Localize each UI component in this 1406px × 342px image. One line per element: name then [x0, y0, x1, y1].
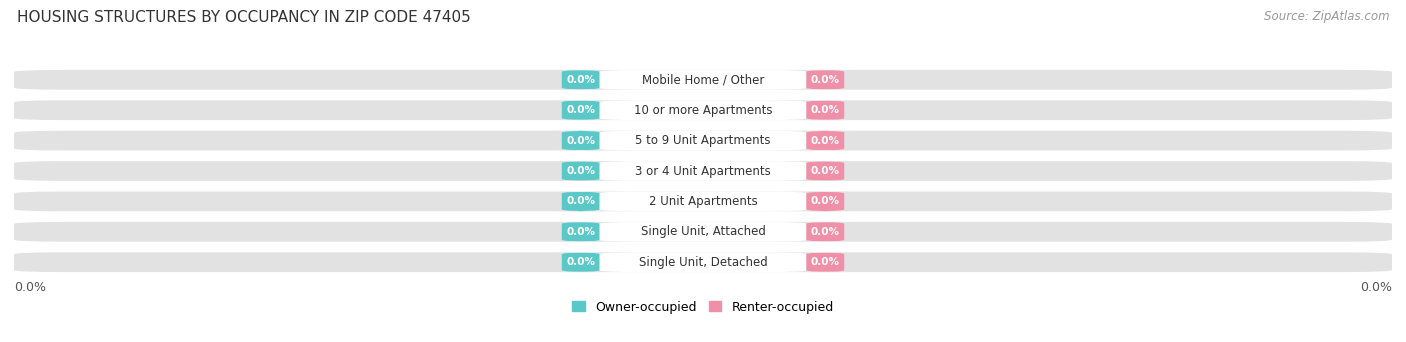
FancyBboxPatch shape	[558, 222, 603, 242]
FancyBboxPatch shape	[558, 252, 603, 272]
Text: 0.0%: 0.0%	[811, 105, 839, 115]
Text: 3 or 4 Unit Apartments: 3 or 4 Unit Apartments	[636, 165, 770, 177]
Legend: Owner-occupied, Renter-occupied: Owner-occupied, Renter-occupied	[572, 301, 834, 314]
Text: 0.0%: 0.0%	[14, 281, 46, 294]
Text: 0.0%: 0.0%	[811, 227, 839, 237]
Text: 0.0%: 0.0%	[567, 105, 595, 115]
Text: 0.0%: 0.0%	[811, 196, 839, 207]
Text: 0.0%: 0.0%	[567, 227, 595, 237]
Text: 2 Unit Apartments: 2 Unit Apartments	[648, 195, 758, 208]
Text: 0.0%: 0.0%	[811, 257, 839, 267]
Text: 0.0%: 0.0%	[567, 135, 595, 146]
FancyBboxPatch shape	[599, 192, 807, 211]
FancyBboxPatch shape	[14, 70, 1392, 90]
FancyBboxPatch shape	[599, 252, 807, 272]
Text: 10 or more Apartments: 10 or more Apartments	[634, 104, 772, 117]
Text: 0.0%: 0.0%	[811, 135, 839, 146]
Text: 0.0%: 0.0%	[811, 166, 839, 176]
FancyBboxPatch shape	[558, 131, 603, 150]
Text: 0.0%: 0.0%	[567, 75, 595, 85]
FancyBboxPatch shape	[14, 131, 1392, 150]
Text: 5 to 9 Unit Apartments: 5 to 9 Unit Apartments	[636, 134, 770, 147]
FancyBboxPatch shape	[14, 100, 1392, 120]
FancyBboxPatch shape	[14, 161, 1392, 181]
FancyBboxPatch shape	[558, 161, 603, 181]
FancyBboxPatch shape	[803, 161, 848, 181]
Text: Single Unit, Detached: Single Unit, Detached	[638, 256, 768, 269]
Text: 0.0%: 0.0%	[811, 75, 839, 85]
FancyBboxPatch shape	[599, 70, 807, 90]
FancyBboxPatch shape	[558, 100, 603, 120]
FancyBboxPatch shape	[803, 131, 848, 150]
Text: 0.0%: 0.0%	[567, 166, 595, 176]
FancyBboxPatch shape	[803, 222, 848, 242]
FancyBboxPatch shape	[599, 131, 807, 150]
FancyBboxPatch shape	[14, 252, 1392, 272]
FancyBboxPatch shape	[599, 222, 807, 242]
FancyBboxPatch shape	[558, 192, 603, 211]
FancyBboxPatch shape	[803, 252, 848, 272]
Text: 0.0%: 0.0%	[567, 196, 595, 207]
Text: 0.0%: 0.0%	[1360, 281, 1392, 294]
FancyBboxPatch shape	[558, 70, 603, 90]
FancyBboxPatch shape	[803, 192, 848, 211]
FancyBboxPatch shape	[599, 100, 807, 120]
Text: 0.0%: 0.0%	[567, 257, 595, 267]
Text: Single Unit, Attached: Single Unit, Attached	[641, 225, 765, 238]
Text: HOUSING STRUCTURES BY OCCUPANCY IN ZIP CODE 47405: HOUSING STRUCTURES BY OCCUPANCY IN ZIP C…	[17, 10, 471, 25]
Text: Source: ZipAtlas.com: Source: ZipAtlas.com	[1264, 10, 1389, 23]
FancyBboxPatch shape	[599, 161, 807, 181]
Text: Mobile Home / Other: Mobile Home / Other	[641, 73, 765, 86]
FancyBboxPatch shape	[14, 222, 1392, 242]
FancyBboxPatch shape	[803, 100, 848, 120]
FancyBboxPatch shape	[803, 70, 848, 90]
FancyBboxPatch shape	[14, 192, 1392, 211]
